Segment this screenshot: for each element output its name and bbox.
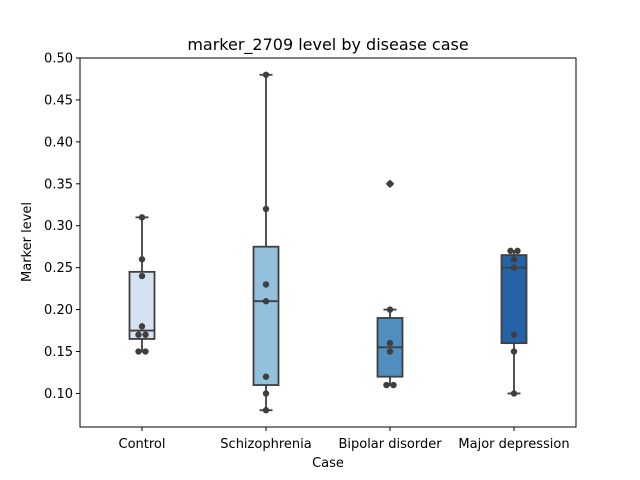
data-point bbox=[386, 180, 394, 187]
y-tick-label: 0.35 bbox=[44, 177, 73, 192]
data-point bbox=[262, 281, 270, 288]
swarm-group-bipolar-disorder bbox=[383, 180, 397, 389]
data-point bbox=[514, 247, 521, 255]
data-point bbox=[386, 339, 394, 347]
data-point bbox=[386, 306, 394, 313]
box-group-control bbox=[128, 216, 156, 353]
swarm-group-control bbox=[135, 214, 149, 355]
data-point bbox=[386, 348, 394, 355]
x-axis: Control Schizophrenia Bipolar disorder Majo… bbox=[119, 427, 570, 452]
y-axis-title: Marker level bbox=[20, 202, 35, 282]
box-group-schizophrenia bbox=[252, 73, 280, 412]
data-point bbox=[383, 381, 390, 389]
y-tick-label: 0.40 bbox=[44, 135, 73, 150]
data-point bbox=[142, 348, 149, 355]
data-point bbox=[510, 348, 518, 355]
swarm-group-major-depression bbox=[507, 247, 521, 397]
swarm-group-schizophrenia bbox=[262, 71, 270, 414]
data-point bbox=[262, 373, 270, 380]
data-point bbox=[262, 298, 270, 305]
y-tick-label: 0.15 bbox=[44, 345, 73, 360]
data-point bbox=[510, 331, 518, 338]
data-point bbox=[262, 390, 270, 397]
data-point bbox=[510, 264, 518, 271]
x-tick-label: Schizophrenia bbox=[220, 437, 311, 452]
data-point bbox=[507, 247, 514, 255]
data-point bbox=[262, 407, 270, 414]
plot-frame bbox=[79, 57, 577, 428]
data-point bbox=[262, 71, 270, 78]
y-tick-label: 0.20 bbox=[44, 303, 73, 318]
data-point bbox=[138, 256, 146, 263]
y-tick-label: 0.30 bbox=[44, 219, 73, 234]
data-point bbox=[138, 272, 146, 280]
chart-title: marker_2709 level by disease case bbox=[187, 35, 468, 55]
box-group-major-depression bbox=[500, 249, 528, 395]
data-point bbox=[510, 256, 518, 263]
data-point bbox=[390, 381, 397, 389]
box bbox=[252, 245, 280, 386]
data-point bbox=[510, 390, 518, 397]
data-point bbox=[262, 205, 270, 213]
data-point bbox=[135, 348, 142, 355]
x-tick-label: Major depression bbox=[458, 437, 569, 452]
y-tick-label: 0.10 bbox=[44, 387, 73, 402]
data-point bbox=[142, 331, 149, 338]
y-tick-label: 0.25 bbox=[44, 261, 73, 276]
x-tick-label: Bipolar disorder bbox=[338, 437, 442, 452]
x-tick-label: Control bbox=[119, 437, 166, 452]
plot-content bbox=[128, 71, 528, 414]
y-tick-label: 0.50 bbox=[44, 52, 73, 67]
data-point bbox=[138, 214, 146, 221]
y-tick-label: 0.45 bbox=[44, 93, 73, 108]
data-point bbox=[138, 323, 146, 330]
data-point bbox=[135, 331, 142, 338]
x-axis-title: Case bbox=[312, 456, 344, 471]
y-axis: 0.10 0.15 0.20 0.25 0.30 0.35 0.40 0.45 0.50 bbox=[44, 52, 80, 402]
